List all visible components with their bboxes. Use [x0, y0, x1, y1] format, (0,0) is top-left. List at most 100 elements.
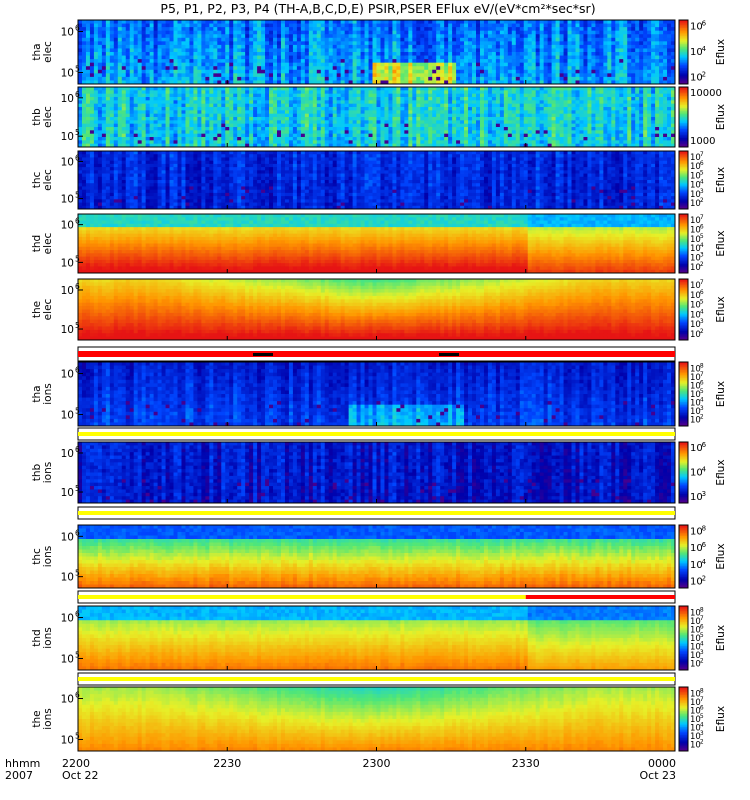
heatmap-cell	[472, 77, 476, 81]
heatmap-cell	[201, 100, 205, 104]
heatmap-cell	[181, 137, 185, 141]
heatmap-cell	[349, 52, 353, 56]
heatmap-cell	[150, 90, 154, 94]
heatmap-cell	[277, 73, 281, 77]
heatmap-cell	[603, 56, 607, 60]
heatmap-cell	[233, 73, 237, 77]
heatmap-cell	[301, 24, 305, 28]
heatmap-cell	[209, 97, 213, 101]
heatmap-cell	[297, 31, 301, 35]
heatmap-cell	[627, 20, 631, 24]
heatmap-cell	[114, 52, 118, 56]
heatmap-cell	[404, 38, 408, 42]
heatmap-cell	[663, 48, 667, 52]
heatmap-cell	[619, 56, 623, 60]
heatmap-cell	[114, 41, 118, 45]
heatmap-cell	[349, 41, 353, 45]
heatmap-cell	[193, 34, 197, 38]
heatmap-cell	[444, 27, 448, 31]
heatmap-cell	[110, 73, 114, 77]
heatmap-cell	[98, 34, 102, 38]
heatmap-cell	[197, 59, 201, 63]
heatmap-cell	[189, 73, 193, 77]
heatmap-cell	[587, 48, 591, 52]
heatmap-cell	[448, 48, 452, 52]
heatmap-cell	[253, 104, 257, 108]
heatmap-cell	[281, 31, 285, 35]
heatmap-cell	[86, 45, 90, 49]
heatmap-cell	[480, 56, 484, 60]
heatmap-cell	[225, 20, 229, 24]
heatmap-cell	[361, 63, 365, 67]
heatmap-cell	[325, 48, 329, 52]
heatmap-cell	[460, 31, 464, 35]
heatmap-cell	[325, 66, 329, 70]
heatmap-cell	[122, 56, 126, 60]
heatmap-cell	[261, 52, 265, 56]
heatmap-cell	[249, 48, 253, 52]
heatmap-cell	[146, 100, 150, 104]
heatmap-cell	[333, 48, 337, 52]
heatmap-cell	[317, 59, 321, 63]
heatmap-cell	[572, 73, 576, 77]
heatmap-cell	[289, 48, 293, 52]
heatmap-cell	[178, 31, 182, 35]
heatmap-cell	[162, 127, 166, 131]
heatmap-cell	[201, 134, 205, 138]
heatmap-cell	[333, 77, 337, 81]
heatmap-cell	[476, 59, 480, 63]
heatmap-cell	[233, 34, 237, 38]
heatmap-cell	[472, 27, 476, 31]
heatmap-cell	[472, 24, 476, 28]
heatmap-cell	[285, 59, 289, 63]
heatmap-cell	[651, 34, 655, 38]
heatmap-cell	[269, 52, 273, 56]
heatmap-cell	[189, 77, 193, 81]
heatmap-cell	[257, 127, 261, 131]
heatmap-cell	[595, 48, 599, 52]
heatmap-cell	[209, 130, 213, 134]
heatmap-cell	[599, 52, 603, 56]
heatmap-cell	[337, 63, 341, 67]
heatmap-cell	[631, 56, 635, 60]
heatmap-cell	[142, 56, 146, 60]
heatmap-cell	[627, 24, 631, 28]
heatmap-cell	[233, 97, 237, 101]
heatmap-cell	[98, 100, 102, 104]
heatmap-cell	[560, 45, 564, 49]
heatmap-cell	[150, 59, 154, 63]
heatmap-cell	[428, 56, 432, 60]
heatmap-cell	[365, 77, 369, 81]
heatmap-cell	[619, 34, 623, 38]
heatmap-cell	[241, 100, 245, 104]
heatmap-cell	[595, 73, 599, 77]
heatmap-cell	[189, 20, 193, 24]
heatmap-cell	[651, 41, 655, 45]
heatmap-cell	[118, 73, 122, 77]
heatmap-cell	[357, 70, 361, 74]
heatmap-cell	[297, 34, 301, 38]
heatmap-cell	[576, 63, 580, 67]
heatmap-cell	[217, 52, 221, 56]
heatmap-cell	[576, 38, 580, 42]
heatmap-cell	[221, 59, 225, 63]
heatmap-cell	[209, 56, 213, 60]
heatmap-cell	[229, 87, 233, 91]
heatmap-cell	[130, 31, 134, 35]
heatmap-cell	[146, 66, 150, 70]
heatmap-cell	[285, 34, 289, 38]
heatmap-cell	[516, 38, 520, 42]
heatmap-cell	[213, 124, 217, 128]
heatmap-cell	[201, 90, 205, 94]
heatmap-cell	[86, 110, 90, 114]
heatmap-cell	[396, 59, 400, 63]
heatmap-cell	[178, 73, 182, 77]
heatmap-cell	[245, 94, 249, 98]
heatmap-cell	[78, 140, 82, 144]
heatmap-cell	[269, 56, 273, 60]
heatmap-cell	[225, 73, 229, 77]
heatmap-cell	[174, 20, 178, 24]
heatmap-cell	[181, 20, 185, 24]
heatmap-cell	[178, 70, 182, 74]
heatmap-cell	[576, 56, 580, 60]
